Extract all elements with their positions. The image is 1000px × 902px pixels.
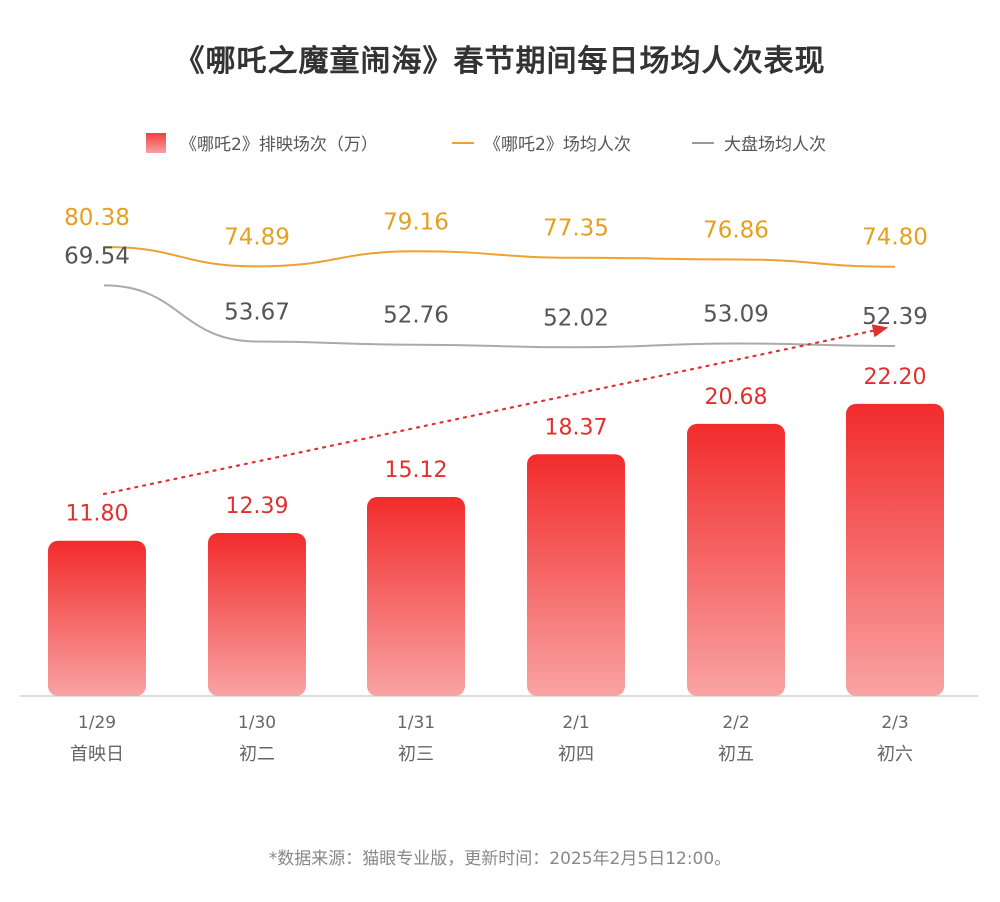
series-line-nezha2	[103, 245, 896, 268]
line1-value-label: 76.86	[703, 217, 769, 243]
legend-line2-label: 大盘场均人次	[724, 135, 826, 155]
x-tick-label: 1/31	[397, 713, 435, 733]
legend-item-line1: 《哪吒2》场均人次	[452, 130, 631, 155]
legend-bar-swatch	[146, 132, 166, 153]
source-note: *数据来源：猫眼专业版，更新时间：2025年2月5日12:00。	[268, 849, 732, 869]
line1-value-label: 80.38	[64, 205, 130, 231]
bar	[48, 540, 146, 696]
x-sub-label: 初二	[239, 744, 275, 765]
legend: 《哪吒2》排映场次（万） 《哪吒2》场均人次 大盘场均人次	[0, 130, 1000, 160]
x-tick-label: 1/30	[238, 713, 276, 733]
x-tick-label: 2/2	[722, 713, 749, 733]
line2-value-label: 52.39	[862, 304, 928, 330]
legend-item-line2: 大盘场均人次	[692, 130, 826, 155]
x-tick-label: 2/1	[562, 713, 589, 733]
line1-value-label: 74.89	[224, 224, 290, 250]
line1-value-label: 74.80	[862, 225, 928, 251]
series-line-market	[103, 284, 896, 349]
line2-value-label: 53.67	[224, 299, 290, 325]
legend-item-bar: 《哪吒2》排映场次（万）	[146, 130, 378, 155]
bar-value-label: 18.37	[545, 415, 608, 440]
x-tick-label: 2/3	[881, 713, 908, 733]
bar-value-label: 12.39	[226, 494, 289, 519]
x-sub-label: 初四	[558, 744, 594, 765]
line2-value-label: 52.02	[543, 305, 609, 331]
x-sub-label: 初六	[877, 744, 913, 765]
line2-value-label: 69.54	[64, 243, 130, 269]
bar	[527, 454, 625, 696]
bar	[846, 403, 944, 696]
line2-value-label: 53.09	[703, 302, 769, 328]
bar	[367, 497, 465, 696]
trend-arrow	[102, 324, 889, 496]
legend-line1-swatch	[452, 141, 474, 144]
bar-value-label: 15.12	[385, 458, 448, 483]
legend-bar-label: 《哪吒2》排映场次（万）	[180, 135, 378, 155]
bar-value-label: 11.80	[66, 502, 129, 527]
x-sub-label: 初三	[398, 744, 434, 765]
legend-line2-swatch	[692, 141, 714, 144]
bar	[687, 423, 785, 696]
line1-value-label: 79.16	[383, 209, 449, 235]
chart-title: 《哪吒之魔童闹海》春节期间每日场均人次表现	[174, 44, 826, 79]
x-tick-label: 1/29	[78, 713, 116, 733]
line2-value-label: 52.76	[383, 303, 449, 329]
line1-value-label: 77.35	[543, 216, 609, 242]
bar-value-label: 20.68	[705, 385, 768, 410]
legend-line1-label: 《哪吒2》场均人次	[484, 135, 631, 155]
x-sub-label: 首映日	[70, 744, 124, 765]
x-sub-label: 初五	[718, 744, 754, 765]
bar-value-label: 22.20	[864, 365, 927, 390]
bar	[208, 532, 306, 696]
